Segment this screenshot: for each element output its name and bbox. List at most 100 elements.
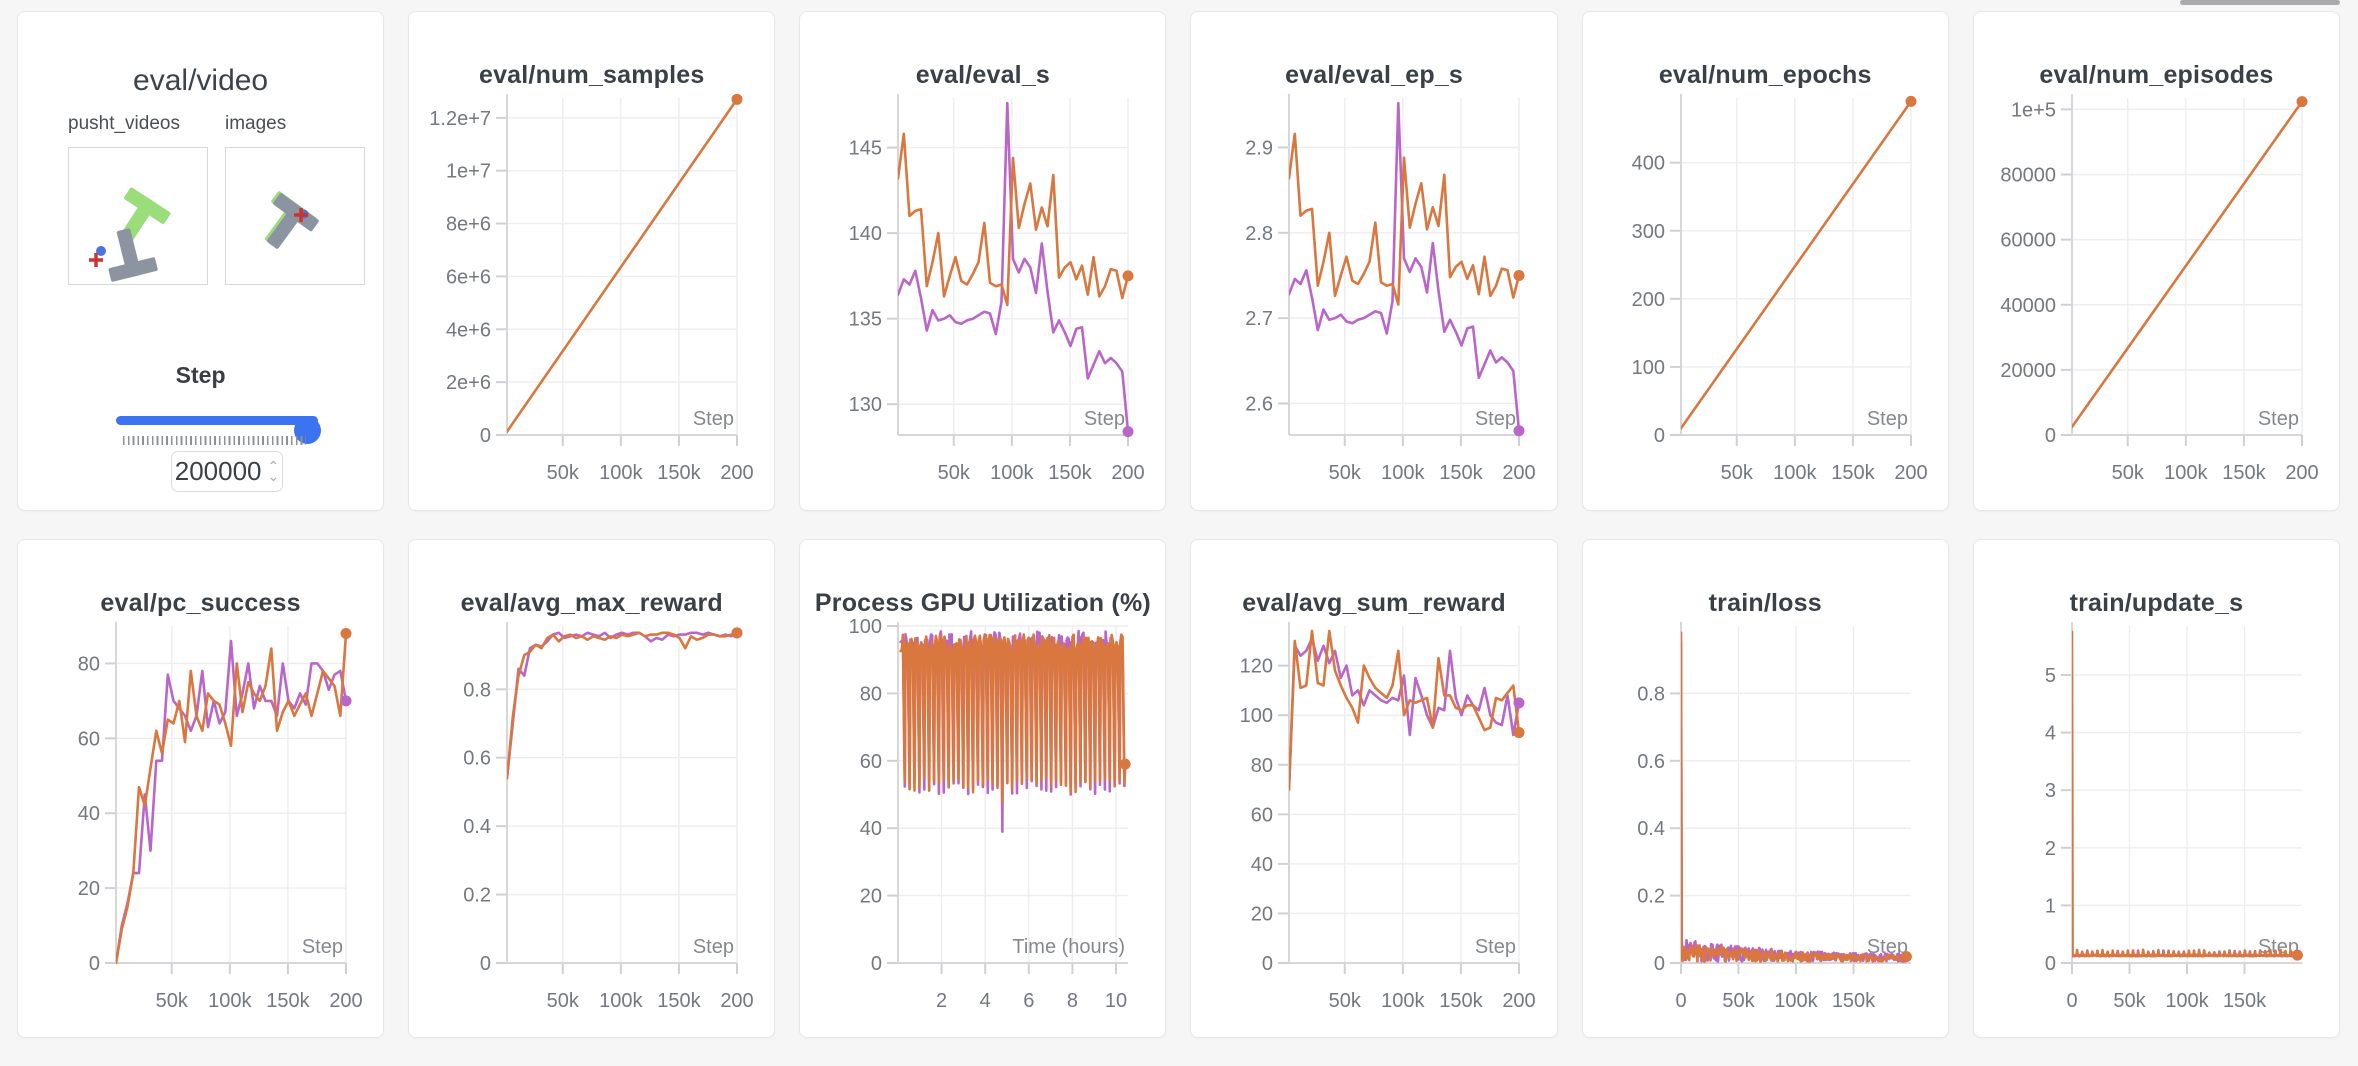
svg-text:Step: Step <box>1867 408 1908 430</box>
svg-text:40: 40 <box>860 818 882 840</box>
chart-panel-train-update-s: train/update_s 0 50k 100k 150k 0 1 2 3 4 5 Step <box>1972 538 2340 1038</box>
svg-text:100k: 100k <box>990 462 1034 484</box>
svg-text:2: 2 <box>2045 837 2056 859</box>
svg-text:0.2: 0.2 <box>463 884 491 906</box>
chart-panel-eval-num-samples: eval/num_samples 50k 100k 150k 200 0 2e+6 4e+6… <box>408 11 776 511</box>
agent-dot-icon <box>96 246 106 256</box>
chart-canvas[interactable]: 50k 100k 150k 200 0 20 40 60 80 100 120 Step <box>1191 618 1557 1023</box>
svg-text:8e+6: 8e+6 <box>446 214 491 236</box>
chart-canvas[interactable]: 50k 100k 150k 200 2.6 2.7 2.8 2.9 Step <box>1191 90 1557 495</box>
svg-text:0: 0 <box>89 953 100 975</box>
svg-text:50k: 50k <box>1329 990 1362 1012</box>
svg-text:200: 200 <box>1894 462 1927 484</box>
svg-text:200: 200 <box>720 462 753 484</box>
chart-title: eval/pc_success <box>100 588 301 617</box>
svg-text:200: 200 <box>720 990 753 1012</box>
svg-text:400: 400 <box>1631 153 1664 175</box>
svg-text:Step: Step <box>302 936 343 958</box>
svg-text:50k: 50k <box>2113 990 2146 1012</box>
svg-text:6: 6 <box>1024 990 1035 1012</box>
svg-text:0: 0 <box>1262 953 1273 975</box>
horizontal-scrollbar[interactable] <box>2180 0 2340 5</box>
chart-title: eval/eval_s <box>915 61 1051 89</box>
svg-text:0: 0 <box>2066 990 2077 1012</box>
step-slider-label: Step <box>175 362 226 388</box>
chart-canvas[interactable]: 50k 100k 150k 200 130 135 140 145 Step <box>800 90 1166 495</box>
svg-text:50k: 50k <box>1722 990 1755 1012</box>
step-input-spinner: ⌃ ⌄ <box>267 457 280 484</box>
images-thumbnail[interactable] <box>225 147 365 285</box>
svg-text:5: 5 <box>2045 664 2056 686</box>
stepper-up-icon[interactable]: ⌃ <box>267 457 280 474</box>
svg-text:4: 4 <box>980 990 991 1012</box>
svg-text:145: 145 <box>849 138 882 160</box>
svg-text:80: 80 <box>1251 754 1273 776</box>
svg-text:200: 200 <box>1503 990 1536 1012</box>
stepper-down-icon[interactable]: ⌄ <box>267 467 280 484</box>
chart-title: eval/avg_sum_reward <box>1242 588 1506 617</box>
video-label-images: images <box>225 113 287 134</box>
goal-cross-icon <box>294 208 308 222</box>
chart-panel-process-gpu-utilization: Process GPU Utilization (%) 2 4 6 8 10 0 20 40 6… <box>799 538 1167 1038</box>
svg-text:130: 130 <box>849 394 882 416</box>
svg-text:10: 10 <box>1105 990 1127 1012</box>
gray-t-object <box>108 228 158 282</box>
svg-text:0.6: 0.6 <box>463 747 491 769</box>
svg-text:200: 200 <box>329 990 362 1012</box>
panel-grid: eval/video pusht_videos images <box>17 11 2340 1038</box>
svg-text:50k: 50k <box>547 990 580 1012</box>
chart-panel-eval-num-episodes: eval/num_episodes 50k 100k 150k 200 0 20000 40… <box>1972 11 2340 511</box>
chart-canvas[interactable]: 50k 100k 150k 200 0 2e+6 4e+6 6e+6 8e+6 1e+7 1.2e+… <box>409 90 775 495</box>
svg-text:100k: 100k <box>599 462 643 484</box>
svg-text:0: 0 <box>871 953 882 975</box>
svg-text:150k: 150k <box>1831 462 1875 484</box>
svg-text:0.8: 0.8 <box>1637 683 1665 705</box>
chart-title: eval/num_episodes <box>2039 61 2274 89</box>
svg-text:100: 100 <box>849 618 882 638</box>
svg-text:150k: 150k <box>266 990 310 1012</box>
step-input[interactable]: 200000 ⌃ ⌄ <box>171 451 283 492</box>
chart-panel-eval-pc-success: eval/pc_success 50k 100k 150k 200 0 20 40 60 80 S… <box>17 538 385 1038</box>
step-input-value: 200000 <box>174 456 262 486</box>
svg-text:2.9: 2.9 <box>1246 137 1274 159</box>
svg-text:100k: 100k <box>1382 990 1426 1012</box>
svg-text:150k: 150k <box>1440 990 1484 1012</box>
svg-text:80: 80 <box>78 653 100 675</box>
video-panel: eval/video pusht_videos images <box>17 11 385 511</box>
chart-title: train/update_s <box>2069 588 2244 617</box>
step-slider[interactable] <box>116 406 321 444</box>
chart-panel-train-loss: train/loss 0 50k 100k 150k 0 0.2 0.4 0.6 0.8 Step <box>1581 538 1949 1038</box>
svg-text:100k: 100k <box>1774 990 1818 1012</box>
chart-canvas[interactable]: 50k 100k 150k 200 0 20000 40000 60000 80000 1e+5 S… <box>1974 90 2340 495</box>
svg-text:200: 200 <box>2285 462 2318 484</box>
svg-text:40000: 40000 <box>2000 295 2056 317</box>
chart-canvas[interactable]: 50k 100k 150k 200 0 20 40 60 80 Step <box>18 618 384 1023</box>
svg-text:0: 0 <box>480 953 491 975</box>
svg-text:0.4: 0.4 <box>1637 818 1665 840</box>
svg-text:200: 200 <box>1631 289 1664 311</box>
svg-text:100: 100 <box>1240 705 1273 727</box>
svg-text:6e+6: 6e+6 <box>446 266 491 288</box>
chart-canvas[interactable]: 50k 100k 150k 200 0 100 200 300 400 Step <box>1583 90 1949 495</box>
chart-title: eval/num_epochs <box>1658 61 1872 89</box>
chart-canvas[interactable]: 0 50k 100k 150k 0 1 2 3 4 5 Step <box>1974 618 2340 1023</box>
gray-t-object <box>267 193 319 249</box>
svg-text:20: 20 <box>1251 903 1273 925</box>
svg-text:80: 80 <box>860 683 882 705</box>
svg-text:2.8: 2.8 <box>1246 223 1274 245</box>
chart-panel-eval-num-epochs: eval/num_epochs 50k 100k 150k 200 0 100 200 300… <box>1581 11 1949 511</box>
svg-text:60: 60 <box>78 728 100 750</box>
svg-text:20000: 20000 <box>2000 360 2056 382</box>
chart-title: Process GPU Utilization (%) <box>814 588 1151 617</box>
slider-track[interactable] <box>116 416 321 444</box>
svg-text:100: 100 <box>1631 357 1664 379</box>
chart-canvas[interactable]: 0 50k 100k 150k 0 0.2 0.4 0.6 0.8 Step <box>1583 618 1949 1023</box>
svg-text:150k: 150k <box>657 990 701 1012</box>
pusht-videos-thumbnail[interactable] <box>68 147 208 285</box>
svg-text:300: 300 <box>1631 221 1664 243</box>
chart-canvas[interactable]: 50k 100k 150k 200 0 0.2 0.4 0.6 0.8 Step <box>409 618 775 1023</box>
svg-text:0: 0 <box>1654 953 1665 975</box>
svg-text:100k: 100k <box>599 990 643 1012</box>
svg-text:0: 0 <box>1654 425 1665 447</box>
